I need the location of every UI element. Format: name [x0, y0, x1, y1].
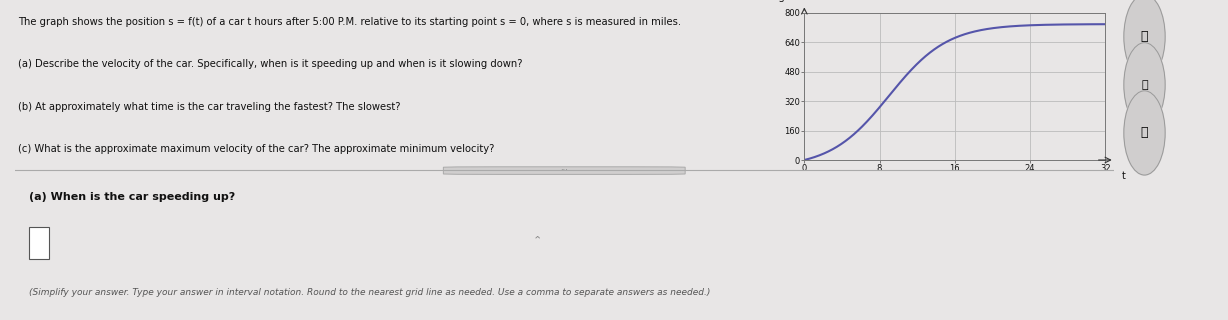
Text: (b) At approximately what time is the car traveling the fastest? The slowest?: (b) At approximately what time is the ca…	[18, 102, 400, 112]
Text: ⧉: ⧉	[1141, 126, 1148, 140]
Text: (c) What is the approximate maximum velocity of the car? The approximate minimum: (c) What is the approximate maximum velo…	[18, 144, 495, 154]
Text: s: s	[779, 0, 783, 4]
Text: (Simplify your answer. Type your answer in interval notation. Round to the neare: (Simplify your answer. Type your answer …	[29, 288, 711, 297]
Text: 🔍: 🔍	[1141, 30, 1148, 43]
Circle shape	[1124, 0, 1165, 79]
Text: ⌃: ⌃	[533, 235, 542, 245]
Text: The graph shows the position s = f(t) of a car t hours after 5:00 P.M. relative : The graph shows the position s = f(t) of…	[18, 17, 682, 27]
Circle shape	[1124, 91, 1165, 175]
Text: ···: ···	[560, 166, 569, 175]
Text: (a) When is the car speeding up?: (a) When is the car speeding up?	[29, 192, 236, 202]
FancyBboxPatch shape	[443, 167, 685, 174]
Bar	[29, 227, 49, 259]
Text: 🔍: 🔍	[1141, 80, 1148, 90]
Text: t: t	[1122, 171, 1126, 181]
Text: (a) Describe the velocity of the car. Specifically, when is it speeding up and w: (a) Describe the velocity of the car. Sp…	[18, 60, 523, 69]
Circle shape	[1124, 43, 1165, 127]
